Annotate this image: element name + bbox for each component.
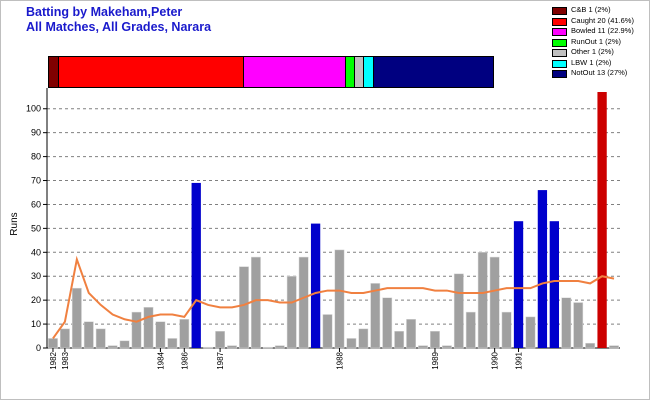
innings-bar: [107, 345, 118, 349]
dismissal-segment-runout: [344, 57, 355, 87]
legend-swatch: [552, 59, 567, 68]
innings-bar-notout: [310, 223, 321, 348]
innings-bar: [430, 331, 440, 349]
innings-bar: [239, 266, 249, 349]
legend-swatch: [552, 7, 567, 15]
y-tick-label: 60: [31, 199, 41, 209]
legend-label: C&B 1 (2%): [571, 5, 611, 14]
season-label: 1989: [431, 351, 440, 369]
y-tick-label: 50: [31, 223, 41, 233]
innings-bar: [119, 340, 130, 349]
legend-label: Caught 20 (41.6%): [571, 15, 634, 25]
chart-title: Batting by Makeham,Peter: [26, 5, 183, 19]
y-axis-label: Runs: [9, 212, 20, 235]
innings-bar: [286, 275, 297, 349]
average-line: [52, 255, 615, 340]
dismissal-segment-notout: [372, 57, 493, 87]
innings-bar: [131, 311, 142, 349]
season-label: 1988: [335, 351, 344, 369]
legend-label: RunOut 1 (2%): [571, 36, 622, 46]
innings-bar: [370, 283, 381, 349]
innings-bar: [477, 252, 488, 349]
season-label: 1982: [49, 351, 58, 369]
legend-swatch: [552, 38, 567, 47]
innings-bar: [453, 273, 464, 349]
innings-bar: [465, 311, 476, 349]
season-label: 1983: [61, 351, 70, 369]
innings-bar: [501, 311, 512, 349]
innings-bar: [346, 338, 357, 349]
season-label: 1984: [156, 351, 165, 369]
innings-bar: [298, 256, 309, 349]
innings-bar: [203, 346, 214, 349]
innings-bar: [143, 307, 154, 349]
innings-bar: [394, 331, 405, 349]
innings-bar: [155, 321, 166, 349]
innings-bar: [227, 345, 237, 349]
innings-bar: [573, 302, 584, 349]
innings-bar: [179, 319, 190, 349]
dismissal-segment-lbw: [363, 57, 373, 87]
innings-bar: [561, 297, 572, 349]
innings-bar: [251, 256, 261, 349]
y-tick-label: 0: [36, 343, 41, 353]
innings-bar: [442, 345, 452, 349]
innings-bar-highlight: [597, 92, 607, 348]
innings-bar-notout: [191, 182, 201, 348]
innings-bar: [418, 345, 428, 349]
legend-label: Other 1 (2%): [571, 47, 614, 56]
y-tick-label: 30: [31, 271, 41, 281]
innings-bar: [489, 256, 500, 349]
innings-bar: [322, 314, 333, 349]
legend-label: Bowled 11 (22.9%): [571, 26, 634, 35]
y-tick-label: 20: [31, 295, 41, 305]
y-tick-label: 90: [31, 128, 41, 138]
y-tick-label: 70: [31, 176, 41, 186]
legend-swatch: [552, 49, 567, 57]
innings-bar: [48, 338, 58, 349]
innings-bar: [358, 328, 369, 349]
innings-bar: [167, 338, 178, 349]
season-label: 1986: [180, 351, 189, 369]
dismissal-segment-bowled: [243, 57, 345, 87]
season-label: 1991: [515, 351, 524, 369]
y-tick-label: 10: [31, 319, 41, 329]
dismissal-segment-other: [354, 57, 364, 87]
innings-bar-notout: [513, 221, 524, 348]
innings-bar: [83, 321, 94, 349]
innings-bar: [525, 316, 536, 349]
season-label: 1987: [216, 351, 225, 369]
dismissal-segment-caught: [58, 57, 244, 87]
season-label: 1990: [491, 351, 500, 369]
innings-bar: [406, 319, 416, 349]
y-tick-label: 80: [31, 152, 41, 162]
dismissal-summary-bar: [48, 56, 494, 88]
legend-swatch: [552, 17, 567, 26]
innings-bar: [334, 249, 345, 349]
y-tick-label: 40: [31, 247, 41, 257]
legend-label: LBW 1 (2%): [571, 57, 612, 67]
innings-bar: [382, 297, 393, 349]
legend-swatch: [552, 70, 567, 78]
chart-subtitle: All Matches, All Grades, Narara: [26, 20, 212, 34]
innings-bar: [262, 346, 273, 349]
innings-bar: [609, 345, 619, 349]
innings-bar: [215, 331, 225, 349]
innings-bar: [71, 287, 82, 349]
legend-label: NotOut 13 (27%): [571, 68, 628, 77]
innings-bar: [60, 328, 70, 349]
y-tick-label: 100: [26, 104, 41, 114]
dismissal-segment-cb: [49, 57, 59, 87]
innings-bar-notout: [549, 221, 559, 348]
innings-bar: [274, 345, 285, 349]
innings-bar: [585, 342, 596, 349]
legend-swatch: [552, 28, 567, 36]
innings-bar-notout: [537, 190, 548, 348]
innings-bar: [95, 328, 106, 349]
